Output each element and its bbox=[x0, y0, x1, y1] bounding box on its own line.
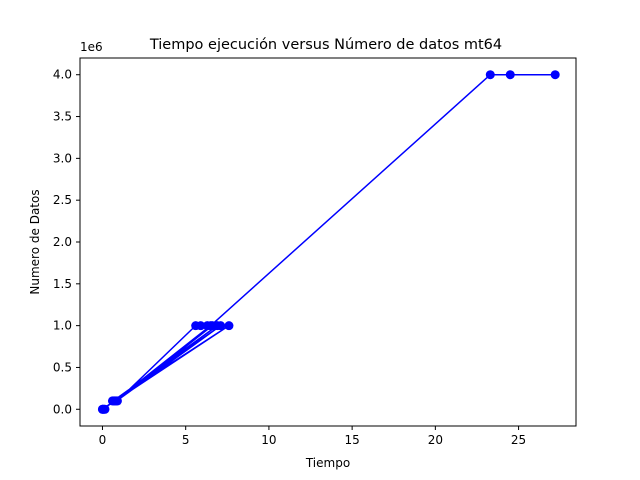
y-tick-label: 3.5 bbox=[53, 110, 72, 124]
data-point bbox=[550, 70, 560, 80]
plot-area bbox=[97, 70, 560, 414]
data-point bbox=[196, 321, 206, 331]
data-point bbox=[224, 321, 234, 331]
data-point bbox=[206, 321, 216, 331]
y-axis-title: Numero de Datos bbox=[28, 189, 42, 294]
y-tick-label: 1.0 bbox=[53, 319, 72, 333]
x-tick-label: 25 bbox=[511, 433, 526, 447]
y-axis: 0.0 0.5 1.0 1.5 2.0 2.5 3.0 3.5 4.0 bbox=[53, 68, 80, 416]
x-tick-label: 5 bbox=[182, 433, 190, 447]
x-axis-title: Tiempo bbox=[305, 456, 350, 470]
data-point bbox=[485, 70, 495, 80]
y-tick-label: 1.5 bbox=[53, 277, 72, 291]
data-point bbox=[97, 404, 107, 414]
x-axis: 0 5 10 15 20 25 bbox=[99, 426, 526, 447]
y-tick-label: 0.5 bbox=[53, 360, 72, 374]
y-tick-label: 2.0 bbox=[53, 235, 72, 249]
data-point bbox=[110, 396, 120, 406]
y-tick-label: 3.0 bbox=[53, 151, 72, 165]
data-point bbox=[212, 321, 222, 331]
x-tick-label: 0 bbox=[99, 433, 107, 447]
data-point bbox=[505, 70, 515, 80]
chart-title: Tiempo ejecución versus Número de datos … bbox=[149, 37, 502, 53]
y-axis-scale-label: 1e6 bbox=[80, 40, 103, 54]
x-tick-label: 20 bbox=[428, 433, 443, 447]
y-tick-label: 4.0 bbox=[53, 68, 72, 82]
x-tick-label: 10 bbox=[261, 433, 276, 447]
y-tick-label: 2.5 bbox=[53, 193, 72, 207]
x-tick-label: 15 bbox=[344, 433, 359, 447]
y-tick-label: 0.0 bbox=[53, 402, 72, 416]
